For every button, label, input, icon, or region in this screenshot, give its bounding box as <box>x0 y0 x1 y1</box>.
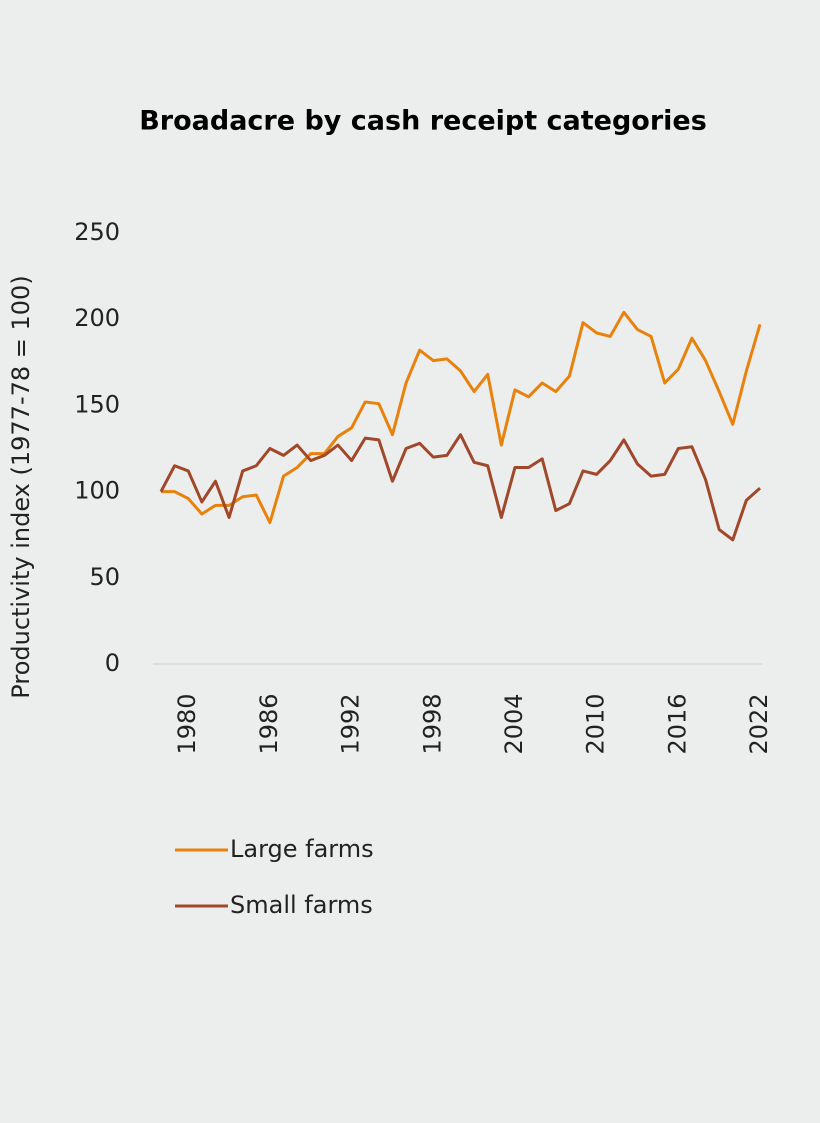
chart-title: Broadacre by cash receipt categories <box>139 106 707 137</box>
legend-label: Large farms <box>230 835 374 863</box>
y-tick-label: 0 <box>105 649 120 677</box>
x-tick-label: 1998 <box>418 693 446 754</box>
y-tick-label: 50 <box>89 563 120 591</box>
series-line <box>161 310 762 525</box>
x-tick-label: 2004 <box>500 693 528 754</box>
x-tick-label: 2022 <box>745 693 773 754</box>
x-tick-label: 2010 <box>582 693 610 754</box>
y-tick-label: 100 <box>74 477 120 505</box>
x-tick-label: 2016 <box>663 693 691 754</box>
x-tick-label: 1986 <box>255 693 283 754</box>
y-axis-label: Productivity index (1977-78 = 100) <box>7 275 35 698</box>
y-tick-label: 200 <box>74 304 120 332</box>
y-tick-label: 150 <box>74 390 120 418</box>
legend-label: Small farms <box>230 891 373 919</box>
y-tick-label: 250 <box>74 218 120 246</box>
series-line <box>159 433 761 542</box>
x-tick-label: 1992 <box>337 693 365 754</box>
x-tick-label: 1980 <box>173 693 201 754</box>
